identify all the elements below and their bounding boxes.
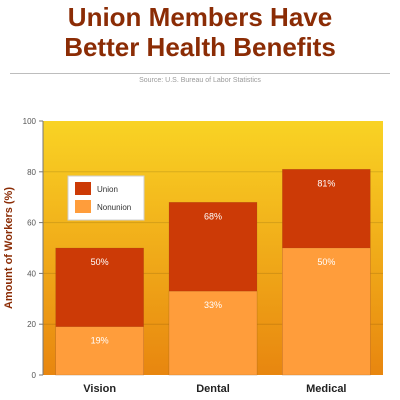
chart-title: Union Members Have Better Health Benefit… bbox=[0, 0, 400, 62]
legend-label: Union bbox=[97, 185, 118, 194]
nonunion-value-label: 19% bbox=[91, 336, 109, 346]
x-tick-label: Vision bbox=[83, 383, 116, 395]
legend-swatch bbox=[75, 200, 91, 213]
chart-source: Source: U.S. Bureau of Labor Statistics bbox=[139, 77, 261, 84]
y-axis-label: Amount of Workers (%) bbox=[3, 187, 15, 309]
legend-label: Nonunion bbox=[97, 203, 131, 212]
nonunion-value-label: 33% bbox=[204, 300, 222, 310]
legend-swatch bbox=[75, 182, 91, 195]
y-tick-label: 40 bbox=[27, 269, 36, 278]
nonunion-bar bbox=[168, 290, 258, 376]
y-tick-label: 100 bbox=[23, 117, 37, 126]
nonunion-value-label: 50% bbox=[317, 257, 335, 267]
union-value-label: 68% bbox=[204, 211, 222, 221]
y-tick-label: 60 bbox=[27, 219, 36, 228]
nonunion-bar bbox=[282, 247, 371, 376]
union-value-label: 50% bbox=[91, 257, 109, 267]
y-tick-label: 80 bbox=[27, 168, 36, 177]
x-tick-label: Dental bbox=[196, 383, 230, 395]
y-tick-label: 20 bbox=[27, 320, 36, 329]
chart-title-line-1: Union Members Have bbox=[67, 2, 333, 32]
chart-title-line-2: Better Health Benefits bbox=[64, 32, 336, 62]
title-divider bbox=[10, 73, 390, 74]
legend: Union Nonunion bbox=[67, 175, 145, 221]
union-value-label: 81% bbox=[317, 178, 335, 188]
nonunion-bar bbox=[55, 326, 144, 376]
x-tick-label: Medical bbox=[306, 383, 346, 395]
y-tick-label: 0 bbox=[32, 371, 37, 380]
